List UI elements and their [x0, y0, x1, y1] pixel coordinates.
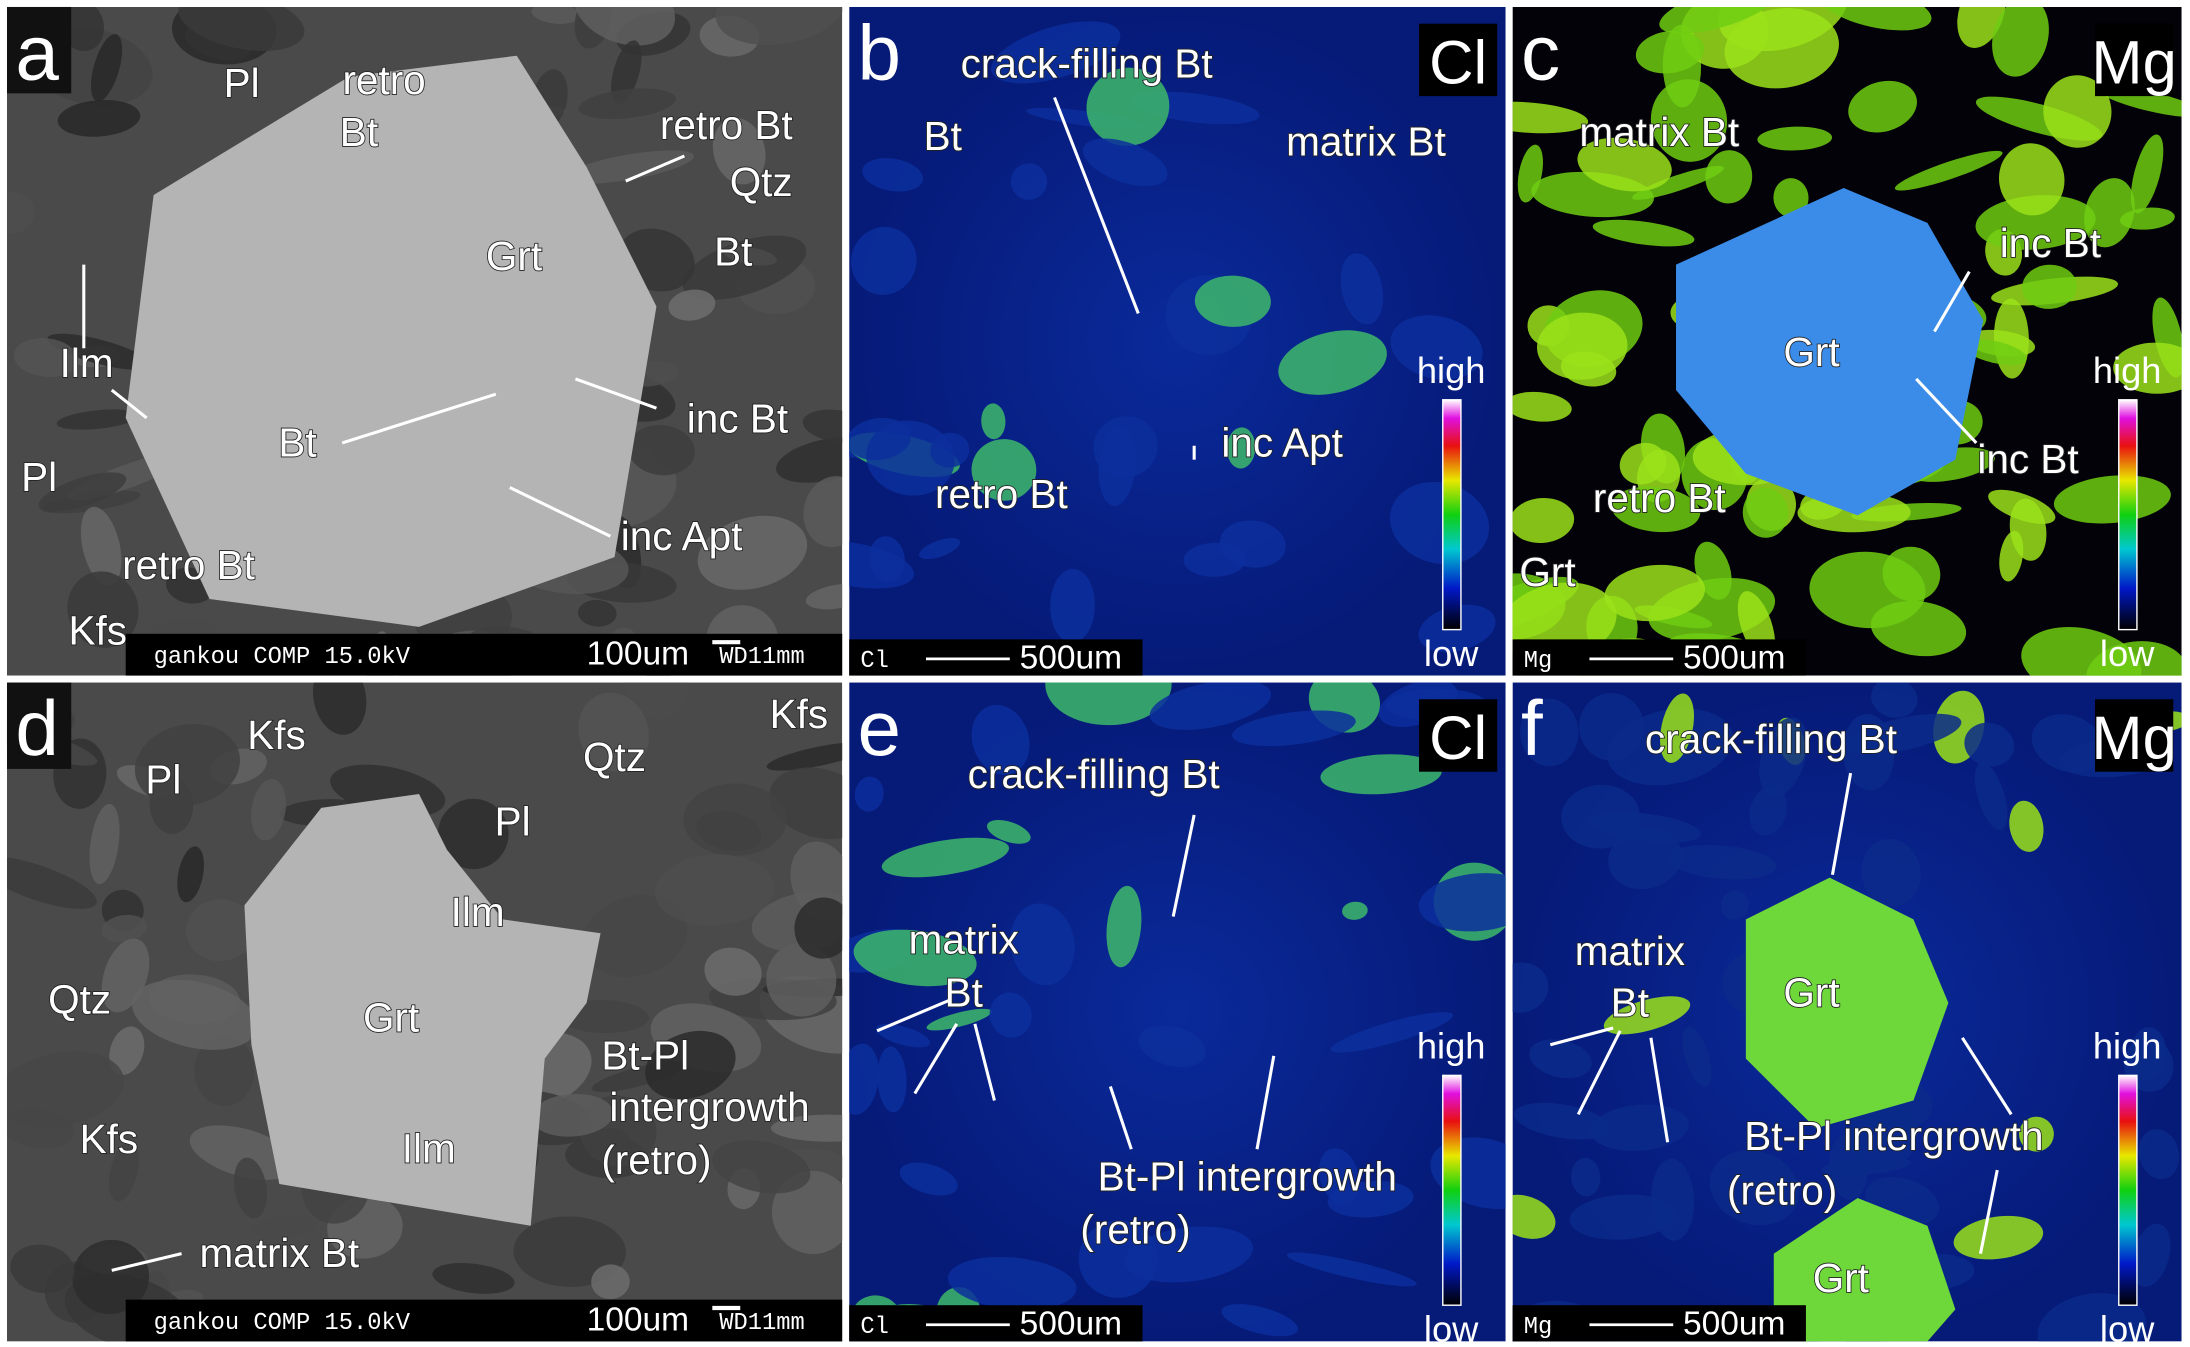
label: Bt [945, 970, 983, 1016]
wd-label: WD11mm [719, 1310, 804, 1337]
colorbar-low: low [1424, 633, 1479, 674]
label: Bt [924, 113, 962, 159]
label: retro Bt [1593, 475, 1726, 521]
label: inc Apt [1221, 419, 1343, 465]
colorbar [1443, 400, 1461, 630]
label: Bt [340, 109, 378, 155]
panel: crack-filling Bt Bt matrix Bt inc Apt retro … [788, 7, 1505, 677]
label: Grt [1783, 329, 1839, 375]
colorbar-high: high [2093, 1026, 2162, 1067]
panel-letter: a [15, 8, 59, 96]
panel-letter: b [858, 8, 902, 96]
label: inc Bt [687, 396, 788, 442]
label: Pl [224, 60, 260, 106]
info: gankou COMP 15.0kV [154, 1310, 411, 1337]
label: Qtz [583, 734, 646, 780]
map-label: Cl [860, 1314, 888, 1341]
label: Grt [1783, 970, 1839, 1016]
label: Grt [363, 995, 419, 1041]
panel-image [0, 643, 888, 1347]
element-label: Mg [2091, 704, 2176, 773]
label: inc Bt [1977, 436, 2078, 482]
panel-letter: f [1521, 684, 1543, 772]
colorbar-high: high [2093, 350, 2162, 391]
label: matrix Bt [199, 1230, 359, 1276]
label: Bt-Pl intergrowth [1744, 1113, 2043, 1159]
label: Grt [1813, 1255, 1869, 1301]
label: retro Bt [122, 542, 255, 588]
element-label: Mg [2091, 29, 2176, 98]
wd-label: WD11mm [719, 644, 804, 671]
label: Bt [278, 419, 316, 465]
label: (retro) [1080, 1206, 1190, 1252]
label: Ilm [60, 340, 114, 386]
label: crack-filling Bt [1645, 716, 1897, 762]
label: retro Bt [660, 102, 793, 148]
scale-label: 100um [587, 1301, 689, 1338]
map-label: Cl [860, 648, 888, 675]
panel-letter: c [1521, 8, 1560, 96]
label: matrix Bt [1286, 119, 1446, 165]
panel-letter: e [858, 684, 902, 772]
label: matrix Bt [1579, 109, 1739, 155]
panel-image [788, 7, 1505, 676]
colorbar-low: low [2100, 1308, 2155, 1347]
label: Bt-Pl [601, 1032, 689, 1078]
colorbar [1443, 1075, 1461, 1305]
label: retro [342, 57, 425, 103]
label: inc Bt [2000, 220, 2101, 266]
label: matrix [909, 917, 1019, 963]
panel: Kfs Kfs Pl Qtz Pl Ilm Qtz Grt Bt-Pl intergrowth (r… [0, 643, 888, 1347]
label: Pl [145, 757, 181, 803]
label: intergrowth [609, 1084, 809, 1130]
panel: crack-filling Bt matrix Bt Grt Bt-Pl intergr… [1488, 673, 2190, 1347]
map-label: Mg [1524, 648, 1552, 675]
label: retro Bt [935, 471, 1068, 517]
panel: matrix Bt inc Bt Grt inc Bt retro Bt Grt c Mg hi… [1449, 0, 2190, 720]
colorbar [2119, 1075, 2137, 1305]
info: gankou COMP 15.0kV [154, 644, 411, 671]
scale-label: 100um [587, 635, 689, 672]
scale-label: 500um [1020, 640, 1122, 677]
label: Ilm [451, 889, 505, 935]
map-label: Mg [1524, 1314, 1552, 1341]
scale-label: 500um [1683, 640, 1785, 677]
element-label: Cl [1429, 29, 1487, 98]
panel-letter: d [15, 684, 59, 772]
label: crack-filling Bt [968, 751, 1220, 797]
colorbar-low: low [1424, 1308, 1479, 1347]
label: Pl [21, 454, 57, 500]
colorbar-high: high [1417, 350, 1486, 391]
scale-label: 500um [1683, 1306, 1785, 1343]
texture [683, 783, 786, 856]
label: inc Apt [621, 513, 743, 559]
panel: crack-filling Bt matrix Bt Bt-Pl intergrowt… [826, 643, 1547, 1347]
label: Bt [1611, 979, 1649, 1025]
panel: Pl retro Bt retro Bt Qtz Bt Grt Ilm Bt inc Bt Pl in… [0, 0, 880, 729]
label: Ilm [402, 1126, 456, 1172]
colorbar-high: high [1417, 1026, 1486, 1067]
label: crack-filling Bt [961, 41, 1213, 87]
page: {"panels": [ {"letter": "a", "labels": [… [0, 0, 2190, 1347]
label: Qtz [48, 977, 111, 1023]
scale-label: 500um [1020, 1306, 1122, 1343]
element-label: Cl [1429, 704, 1487, 773]
label: Kfs [80, 1116, 139, 1162]
label: Bt [714, 229, 752, 275]
label: Qtz [730, 159, 793, 205]
label: Kfs [69, 608, 128, 654]
label: Pl [495, 798, 531, 844]
colorbar-low: low [2100, 633, 2155, 674]
label: Grt [1519, 549, 1575, 595]
colorbar [2119, 400, 2137, 630]
figure: Pl retro Bt retro Bt Qtz Bt Grt Ilm Bt inc Bt Pl in… [0, 0, 2190, 1347]
label: Kfs [770, 691, 829, 737]
label: Bt-Pl intergrowth [1098, 1154, 1397, 1200]
label: matrix [1575, 928, 1685, 974]
label: (retro) [601, 1137, 711, 1183]
label: (retro) [1727, 1167, 1837, 1213]
label: Kfs [247, 712, 306, 758]
label: Grt [486, 233, 542, 279]
